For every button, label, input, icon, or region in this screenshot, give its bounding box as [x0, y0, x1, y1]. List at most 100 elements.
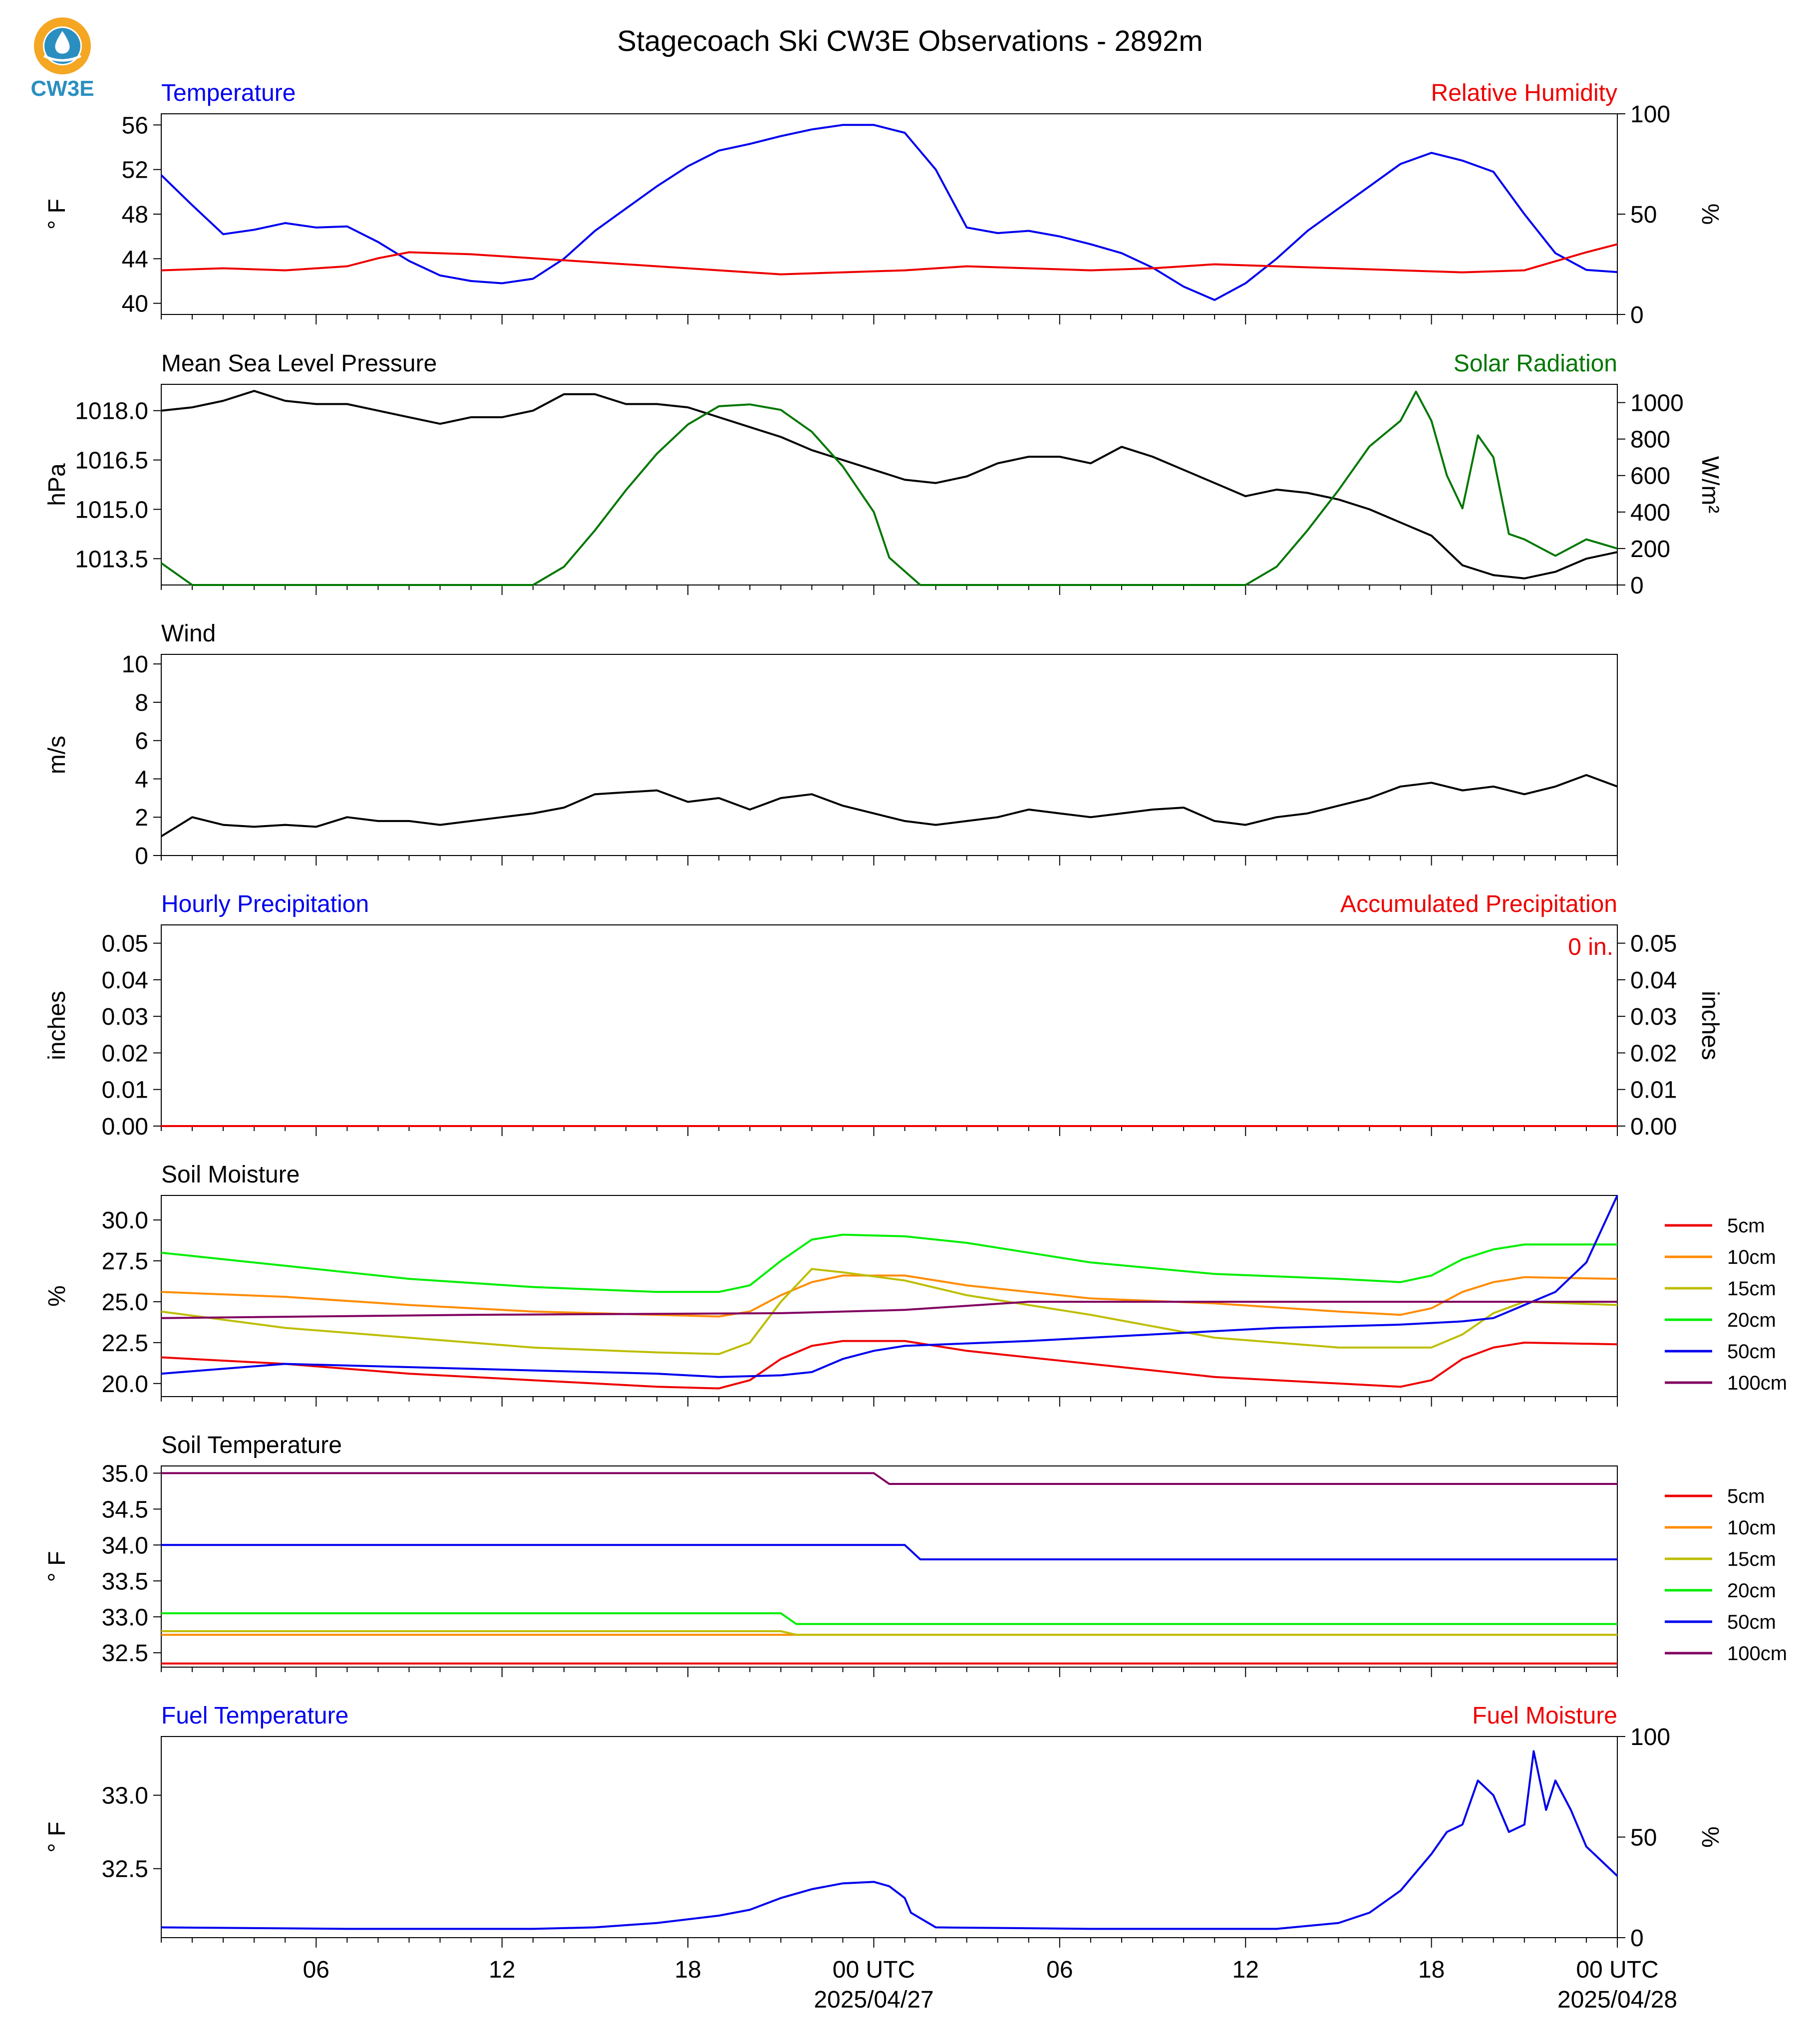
- panel-title-right: Relative Humidity: [1431, 80, 1617, 106]
- panel-title-left: Hourly Precipitation: [161, 891, 369, 917]
- series-line-black: [160, 774, 1618, 838]
- panel-title-right: Accumulated Precipitation: [1340, 891, 1617, 917]
- logo-sun-ring: [34, 17, 91, 74]
- ytick-label-left: 1013.5: [75, 546, 148, 573]
- panel-title-left: Soil Moisture: [161, 1161, 300, 1188]
- ylabel-right: W/m²: [1697, 456, 1723, 514]
- legend-label: 50cm: [1727, 1341, 1776, 1363]
- legend-label: 15cm: [1727, 1278, 1776, 1300]
- ytick-label-left: 8: [135, 690, 148, 716]
- series-line-5cm: [161, 1340, 1618, 1390]
- xtick-label: 18: [674, 1957, 701, 1983]
- ytick-label-left: 10: [122, 651, 148, 678]
- xtick-label: 18: [1418, 1957, 1445, 1983]
- ylabel-left: m/s: [44, 736, 70, 774]
- ytick-label-left: 0.01: [102, 1077, 148, 1104]
- ylabel-left: ° F: [44, 1551, 70, 1582]
- date-label: 2025/04/27: [814, 1987, 933, 2013]
- panel-title-left: Wind: [161, 620, 216, 647]
- xtick-label: 06: [303, 1957, 329, 1983]
- legend-label: 50cm: [1727, 1611, 1776, 1633]
- series-line-blue: [161, 1750, 1618, 1930]
- panel-frame: [161, 1195, 1618, 1397]
- ylabel-left: ° F: [44, 1822, 70, 1853]
- logo-text: CW3E: [30, 76, 94, 101]
- panel-title-right: Fuel Moisture: [1472, 1703, 1617, 1729]
- ytick-label-left: 0.02: [102, 1040, 148, 1067]
- legend-label: 5cm: [1727, 1215, 1765, 1237]
- ytick-label-left: 0.04: [102, 967, 148, 994]
- ytick-label-right: 0.02: [1630, 1040, 1677, 1067]
- ytick-label-left: 0.03: [102, 1004, 148, 1030]
- ytick-label-left: 35.0: [102, 1460, 148, 1487]
- ytick-label-left: 44: [122, 246, 148, 273]
- ylabel-right: %: [1697, 1826, 1723, 1848]
- ytick-label-left: 48: [122, 202, 148, 228]
- panel-title-left: Fuel Temperature: [161, 1703, 348, 1729]
- xtick-label: 00 UTC: [1576, 1957, 1658, 1983]
- ytick-label-right: 100: [1630, 101, 1670, 128]
- ytick-label-left: 56: [122, 112, 148, 139]
- ytick-label-right: 0: [1630, 302, 1644, 328]
- ytick-label-left: 40: [122, 291, 148, 317]
- panel-title-left: Temperature: [161, 80, 296, 106]
- legend-label: 100cm: [1727, 1643, 1787, 1665]
- ylabel-left: inches: [44, 991, 70, 1060]
- ytick-label-left: 32.5: [102, 1640, 148, 1667]
- ytick-label-right: 0.04: [1630, 967, 1677, 994]
- ytick-label-right: 1000: [1630, 390, 1684, 417]
- ylabel-right: %: [1697, 204, 1723, 225]
- xtick-label: 06: [1046, 1957, 1073, 1983]
- ytick-label-left: 33.0: [102, 1783, 148, 1809]
- ytick-label-right: 600: [1630, 463, 1670, 490]
- series-line-50cm: [161, 1544, 1617, 1561]
- ytick-label-left: 32.5: [102, 1856, 148, 1883]
- panel-frame: [161, 654, 1618, 856]
- series-line-blue: [160, 124, 1618, 301]
- ytick-label-right: 50: [1630, 1825, 1657, 1851]
- panel-3: Wind 0 2 4 6 8 10 m/s: [44, 620, 1618, 869]
- ytick-label-left: 4: [135, 766, 148, 793]
- panels: Temperature Relative Humidity4044485256° …: [44, 80, 1787, 2013]
- ytick-label-right: 800: [1630, 427, 1670, 453]
- panel-annotation: 0 in.: [1568, 934, 1613, 960]
- ytick-label-left: 0: [135, 843, 148, 869]
- chart-title: Stagecoach Ski CW3E Observations - 2892m: [617, 25, 1203, 57]
- ylabel-left: ° F: [44, 199, 70, 230]
- ytick-label-left: 20.0: [102, 1371, 148, 1398]
- ytick-label-left: 27.5: [102, 1248, 148, 1275]
- panel-2: Mean Sea Level Pressure Solar Radiation 10…: [44, 350, 1723, 599]
- legend-label: 10cm: [1727, 1246, 1776, 1268]
- series-line-10cm: [161, 1274, 1618, 1318]
- ytick-label-left: 52: [122, 157, 148, 184]
- ytick-label-left: 25.0: [102, 1289, 148, 1316]
- panel-frame: [161, 1465, 1618, 1668]
- series-line-15cm: [161, 1268, 1618, 1355]
- panel-7: Fuel Temperature Fuel Moisture 32.5 33.0 ° F…: [44, 1703, 1723, 2013]
- panel-title-left: Mean Sea Level Pressure: [161, 350, 437, 377]
- ytick-label-right: 0.01: [1630, 1077, 1677, 1104]
- ytick-label-right: 200: [1630, 536, 1670, 563]
- logo-wave-icon: [43, 54, 82, 62]
- series-line-black: [161, 390, 1618, 579]
- legend-label: 20cm: [1727, 1580, 1776, 1602]
- ytick-label-right: 400: [1630, 500, 1670, 526]
- cw3e-logo: CW3E: [30, 17, 94, 101]
- series-line-15cm: [161, 1630, 1617, 1636]
- panel-5: Soil Moisture 20.0 22.5 25.0 27.5 30.0% 5cm 10c…: [44, 1161, 1787, 1407]
- series-line-red: [161, 243, 1618, 276]
- ytick-label-right: 100: [1630, 1724, 1670, 1750]
- ylabel-left: hPa: [44, 463, 70, 506]
- ytick-label-left: 33.0: [102, 1604, 148, 1631]
- ytick-label-right: 50: [1630, 202, 1657, 228]
- logo-drop-icon: [55, 31, 70, 54]
- ytick-label-right: 0: [1630, 573, 1644, 599]
- legend-label: 15cm: [1727, 1548, 1776, 1570]
- ytick-label-right: 0.03: [1630, 1004, 1677, 1030]
- xtick-label: 12: [1232, 1957, 1259, 1983]
- series-line-100cm: [161, 1301, 1617, 1319]
- ytick-label-left: 33.5: [102, 1568, 148, 1595]
- ytick-label-left: 22.5: [102, 1330, 148, 1357]
- date-label: 2025/04/28: [1557, 1987, 1677, 2013]
- legend-label: 5cm: [1727, 1485, 1765, 1507]
